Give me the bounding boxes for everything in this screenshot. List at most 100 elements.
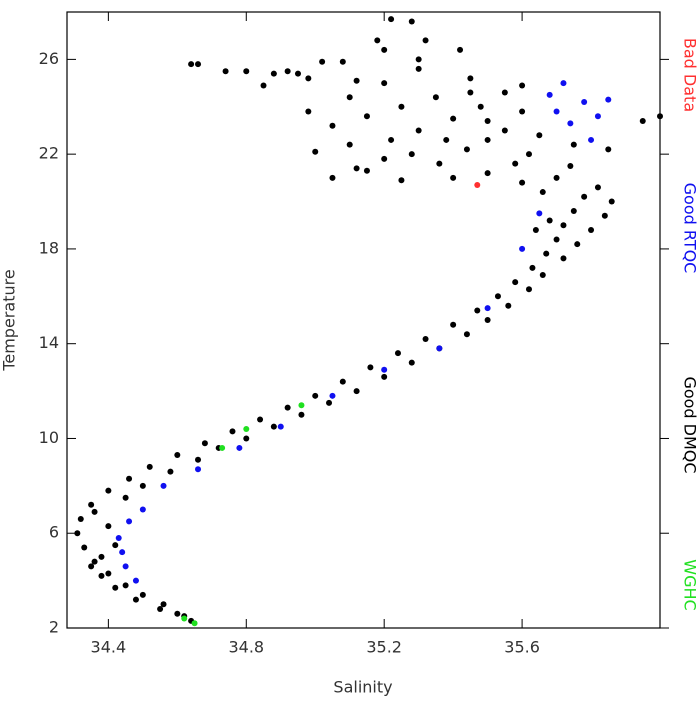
data-point (484, 317, 491, 323)
data-point (560, 222, 567, 229)
data-point (525, 151, 532, 158)
data-point (98, 553, 105, 560)
data-point (467, 75, 474, 82)
data-point (512, 279, 519, 286)
plot-area (74, 16, 663, 627)
data-point (388, 136, 395, 143)
data-point (594, 184, 601, 191)
data-point (312, 148, 319, 155)
y-axis-label: Temperature (0, 269, 19, 371)
data-point (532, 226, 539, 233)
data-point (167, 468, 174, 475)
data-point (112, 542, 119, 549)
data-point (260, 82, 267, 89)
data-point (560, 255, 567, 262)
data-point (450, 115, 457, 122)
data-point (436, 160, 443, 167)
legend-label: Good DMQC (681, 376, 700, 473)
data-point (553, 108, 560, 115)
data-point (139, 591, 146, 598)
data-point (422, 37, 429, 44)
data-point (529, 264, 536, 271)
data-point (574, 241, 581, 248)
data-point (126, 475, 133, 482)
data-point (174, 452, 181, 459)
data-point (139, 506, 146, 513)
data-point (346, 141, 353, 148)
data-point (353, 388, 360, 395)
data-point (381, 373, 388, 380)
data-point (484, 117, 491, 124)
data-point (505, 302, 512, 309)
data-point (443, 136, 450, 143)
data-point (329, 174, 336, 181)
data-point (408, 151, 415, 158)
data-point (463, 146, 470, 153)
data-point (270, 423, 277, 430)
data-point (536, 210, 543, 217)
data-point (112, 584, 119, 591)
data-point (329, 392, 336, 399)
data-point (132, 596, 139, 603)
data-point (394, 350, 401, 357)
data-point (450, 321, 457, 328)
data-point (305, 108, 312, 115)
y-tick-label: 14 (39, 333, 59, 352)
data-point (326, 399, 333, 406)
data-point (160, 601, 167, 608)
data-point (243, 68, 250, 75)
data-point (436, 345, 443, 352)
data-point (195, 456, 202, 463)
data-point (381, 366, 388, 373)
data-point (319, 58, 326, 65)
data-point (188, 61, 195, 68)
data-point (415, 65, 422, 72)
data-point (422, 335, 429, 342)
y-tick-label: 18 (39, 238, 59, 257)
data-point (157, 606, 164, 613)
data-point (553, 174, 560, 181)
data-point (570, 208, 577, 215)
legend-label: WGHC (681, 559, 700, 610)
data-point (546, 91, 553, 98)
data-point (484, 305, 491, 312)
data-point (543, 250, 550, 257)
data-point (539, 189, 546, 196)
data-point (381, 46, 388, 53)
data-point (105, 487, 112, 494)
data-point (553, 236, 560, 243)
data-point (329, 122, 336, 129)
data-point (122, 582, 129, 589)
data-point (570, 141, 577, 148)
y-tick-label: 26 (39, 49, 59, 68)
data-point (381, 155, 388, 162)
data-point (432, 94, 439, 101)
data-point (222, 68, 229, 75)
data-point (415, 127, 422, 134)
data-point (501, 127, 508, 134)
data-point (415, 56, 422, 63)
data-point (519, 179, 526, 186)
data-point (519, 82, 526, 89)
data-point (229, 428, 236, 435)
data-point (257, 416, 264, 423)
data-point (536, 132, 543, 139)
data-point (122, 563, 129, 570)
data-point (501, 89, 508, 96)
data-point (191, 620, 198, 627)
data-point (312, 392, 319, 399)
data-point (608, 198, 615, 205)
data-point (88, 563, 95, 570)
data-point (294, 70, 301, 77)
y-tick-label: 2 (49, 618, 59, 637)
data-point (305, 75, 312, 82)
data-point (463, 331, 470, 338)
data-point (201, 440, 208, 447)
data-point (374, 37, 381, 44)
x-tick-label: 34.4 (91, 638, 127, 657)
plot-frame (66, 11, 661, 629)
data-point (195, 466, 202, 473)
data-point (98, 572, 105, 579)
data-point (408, 18, 415, 25)
